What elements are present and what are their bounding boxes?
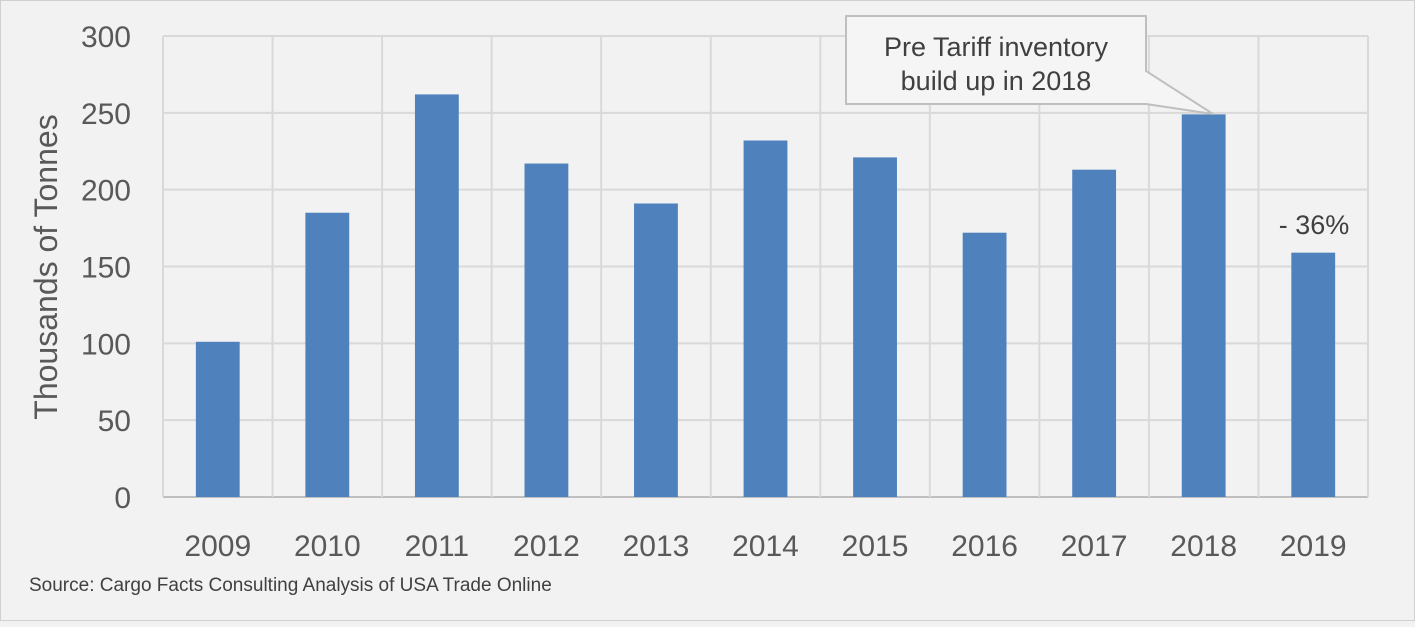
bar-2014 (743, 140, 788, 497)
bar-2011 (414, 94, 459, 497)
x-tick-label: 2012 (513, 530, 580, 563)
x-tick-label: 2017 (1061, 530, 1128, 563)
x-tick-label: 2014 (732, 530, 799, 563)
y-tick-label: 300 (81, 21, 131, 54)
bar-2009 (195, 341, 240, 497)
x-tick-label: 2015 (842, 530, 909, 563)
bar-2018 (1181, 114, 1226, 498)
y-tick-label: 50 (98, 405, 131, 438)
change-label: - 36% (1279, 210, 1350, 240)
bar-2015 (853, 157, 897, 497)
y-tick-label: 0 (114, 482, 131, 515)
callout-box (845, 15, 1214, 115)
y-axis-ticks: 0 50 100 150 200 250 300 (81, 21, 131, 515)
x-axis-ticks: 2009 2010 2011 2012 2013 2014 2015 2016 2017 2018… (184, 530, 1346, 563)
y-tick-label: 100 (81, 328, 131, 361)
bar-2012 (524, 163, 569, 497)
y-axis-title: Thousands of Tonnes (28, 114, 64, 419)
x-tick-label: 2018 (1170, 530, 1237, 563)
bar-2016 (962, 232, 1007, 497)
x-tick-label: 2019 (1280, 530, 1347, 563)
callout-line-1: Pre Tariff inventory (884, 32, 1109, 62)
source-note: Source: Cargo Facts Consulting Analysis … (29, 575, 552, 596)
callout-annotation: Pre Tariff inventory build up in 2018 (845, 15, 1214, 115)
x-tick-label: 2016 (951, 530, 1018, 563)
x-tick-label: 2011 (405, 530, 470, 563)
y-tick-label: 200 (81, 175, 131, 208)
y-tick-label: 150 (81, 252, 131, 285)
bar-2017 (1072, 169, 1117, 497)
y-tick-label: 250 (81, 98, 131, 131)
callout-line-2: build up in 2018 (901, 66, 1092, 96)
bar-2019 (1291, 252, 1336, 497)
x-tick-label: 2013 (623, 530, 690, 563)
bars (195, 94, 1336, 498)
bar-2013 (634, 203, 678, 497)
x-tick-label: 2010 (294, 530, 361, 563)
x-tick-label: 2009 (184, 530, 251, 563)
bar-2010 (305, 212, 350, 497)
